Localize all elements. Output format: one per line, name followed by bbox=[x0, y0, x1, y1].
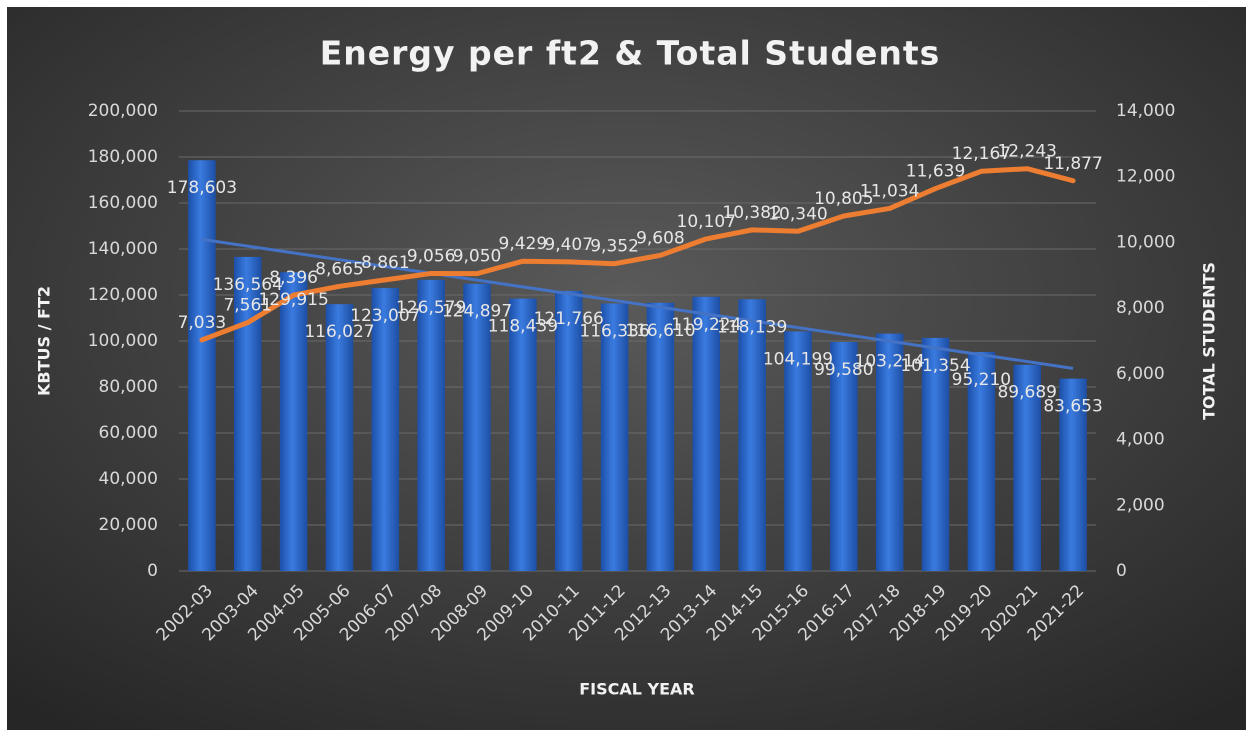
bar-value-label: 123,007 bbox=[350, 306, 420, 326]
line-value-label: 10,805 bbox=[814, 189, 873, 209]
y-tick-label: 60,000 bbox=[99, 423, 158, 443]
line-value-label: 11,877 bbox=[1043, 154, 1102, 174]
bar-value-label: 178,603 bbox=[167, 178, 237, 198]
y-tick-label: 100,000 bbox=[88, 331, 158, 351]
y2-tick-label: 4,000 bbox=[1116, 430, 1165, 450]
bar-value-label: 104,199 bbox=[763, 349, 833, 369]
bar-value-label: 116,336 bbox=[579, 321, 649, 341]
line-value-label: 8,665 bbox=[315, 259, 364, 279]
y2-tick-label: 8,000 bbox=[1116, 298, 1165, 318]
line-value-label: 7,561 bbox=[223, 296, 272, 316]
bar-value-label: 103,214 bbox=[855, 352, 925, 372]
x-axis-title: FISCAL YEAR bbox=[579, 680, 695, 699]
y-tick-label: 120,000 bbox=[88, 285, 158, 305]
bar-value-label: 95,210 bbox=[952, 370, 1011, 390]
line-value-label: 9,608 bbox=[636, 228, 685, 248]
bar bbox=[279, 272, 308, 571]
line-value-label: 12,167 bbox=[952, 144, 1011, 164]
bar bbox=[830, 341, 858, 571]
line bbox=[199, 166, 1076, 343]
trendline bbox=[201, 237, 1074, 370]
bar-value-label: 121,766 bbox=[534, 309, 604, 329]
bar-value-label: 116,027 bbox=[304, 322, 374, 342]
chart-title: Energy per ft2 & Total Students bbox=[320, 34, 941, 73]
y-axis-title: KBTUS / FT2 bbox=[35, 286, 54, 396]
bar bbox=[234, 256, 262, 571]
line-value-label: 11,639 bbox=[906, 162, 965, 182]
line-value-label: 10,107 bbox=[677, 212, 736, 232]
y-tick-label: 200,000 bbox=[88, 101, 158, 121]
bar-value-label: 116,610 bbox=[625, 321, 695, 341]
line-value-label: 11,034 bbox=[860, 181, 919, 201]
y-tick-label: 140,000 bbox=[88, 239, 158, 259]
y2-tick-label: 6,000 bbox=[1116, 364, 1165, 384]
y2-tick-label: 10,000 bbox=[1116, 232, 1175, 252]
bar-value-label: 83,653 bbox=[1043, 397, 1102, 417]
bar bbox=[554, 290, 583, 571]
bar-value-label: 136,564 bbox=[213, 275, 283, 295]
y-tick-label: 0 bbox=[147, 561, 158, 581]
bar-value-label: 124,897 bbox=[442, 302, 512, 322]
bar bbox=[371, 288, 400, 571]
y-tick-label: 40,000 bbox=[99, 469, 158, 489]
bar-value-label: 99,580 bbox=[814, 360, 873, 380]
line-value-label: 9,407 bbox=[544, 235, 593, 255]
line-value-label: 10,340 bbox=[768, 204, 827, 224]
bar-value-label: 101,354 bbox=[900, 356, 970, 376]
line-value-label: 9,352 bbox=[590, 237, 639, 257]
y-tick-label: 20,000 bbox=[99, 515, 158, 535]
bar-value-label: 129,915 bbox=[258, 290, 328, 310]
bar bbox=[921, 337, 950, 571]
bar-value-label: 118,139 bbox=[717, 317, 787, 337]
line-value-label: 9,050 bbox=[453, 247, 502, 267]
y-tick-label: 160,000 bbox=[88, 193, 158, 213]
bar bbox=[417, 279, 445, 571]
bar bbox=[1013, 364, 1041, 571]
y2-tick-label: 14,000 bbox=[1116, 101, 1175, 121]
bar-value-label: 89,689 bbox=[997, 383, 1056, 403]
bar bbox=[325, 304, 354, 571]
y2-tick-label: 0 bbox=[1116, 561, 1127, 581]
y-tick-label: 180,000 bbox=[88, 147, 158, 167]
line-value-label: 9,056 bbox=[407, 246, 456, 266]
y-tick-label: 80,000 bbox=[99, 377, 158, 397]
bar bbox=[875, 333, 904, 571]
bar bbox=[600, 303, 629, 571]
bar-value-label: 119,224 bbox=[671, 315, 741, 335]
bar bbox=[967, 352, 996, 571]
bar bbox=[646, 302, 675, 571]
line-value-label: 8,861 bbox=[361, 253, 410, 273]
bar-value-label: 126,579 bbox=[396, 298, 466, 318]
bar bbox=[692, 296, 721, 571]
y2-axis-title: TOTAL STUDENTS bbox=[1200, 262, 1219, 420]
bar bbox=[738, 299, 766, 571]
bar bbox=[188, 160, 216, 571]
bar-value-label: 118,439 bbox=[488, 317, 558, 337]
bar bbox=[1059, 378, 1087, 571]
line-value-label: 8,396 bbox=[269, 268, 318, 288]
bar bbox=[509, 298, 537, 571]
line-value-label: 10,382 bbox=[722, 203, 781, 223]
y2-tick-label: 2,000 bbox=[1116, 495, 1165, 515]
line-value-label: 12,243 bbox=[997, 142, 1056, 162]
y2-tick-label: 12,000 bbox=[1116, 167, 1175, 187]
line-value-label: 7,033 bbox=[178, 313, 227, 333]
bar bbox=[463, 283, 491, 571]
bar bbox=[784, 331, 812, 571]
line-value-label: 9,429 bbox=[499, 234, 548, 254]
